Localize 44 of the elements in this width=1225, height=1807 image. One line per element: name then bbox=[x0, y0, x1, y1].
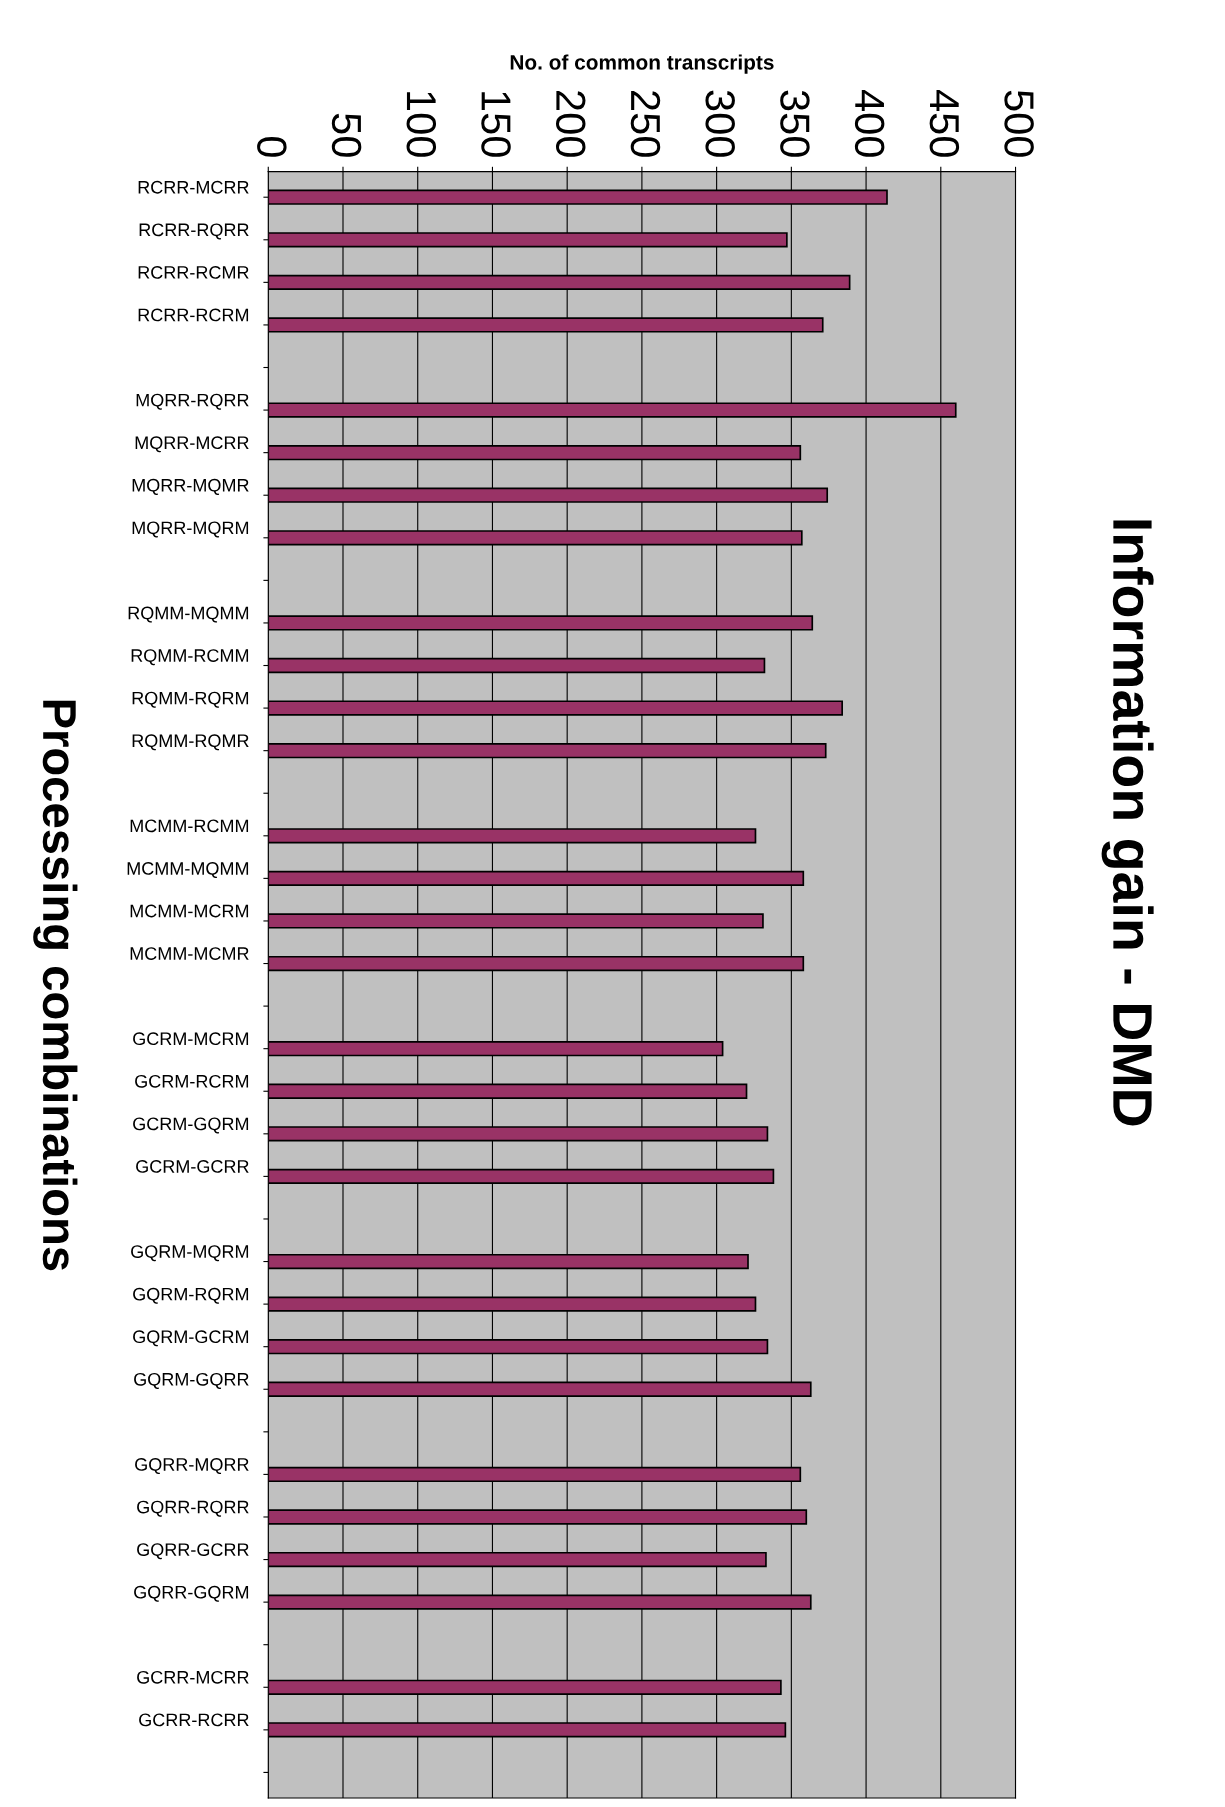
y-tick-label: RQMM-RQRM bbox=[132, 691, 249, 708]
x-tick-label: 400 bbox=[854, 89, 885, 157]
y-tick-label: GCRR-MCRR bbox=[137, 1670, 249, 1684]
y-tick-label: GCRM-GQRM bbox=[133, 1117, 249, 1134]
y-tick-label: MCMM-MQMM bbox=[127, 862, 249, 879]
y-tick-label: GCRR-RCRR bbox=[139, 1713, 249, 1727]
y-tick-label: GQRM-GQRR bbox=[134, 1372, 249, 1389]
y-tick-label: GQRR-GCRR bbox=[137, 1543, 249, 1560]
y-tick-label: GQRR-GQRM bbox=[134, 1585, 249, 1602]
x-tick-label: 0 bbox=[257, 136, 287, 157]
x-tick-label: 200 bbox=[555, 91, 586, 157]
y-tick-label: GQRR-RQRR bbox=[137, 1500, 249, 1517]
y-tick-label: RQMM-RCMM bbox=[131, 649, 249, 666]
y-tick-label: RCRR-MCRR bbox=[138, 180, 249, 194]
x-tick-label: 350 bbox=[780, 90, 810, 157]
x-tick-label: 450 bbox=[929, 89, 960, 157]
y-tick-label: GQRM-MQRM bbox=[131, 1245, 249, 1262]
x-tick-label: 300 bbox=[705, 90, 735, 157]
y-tick-label: GCRM-MCRM bbox=[133, 1032, 249, 1046]
y-axis-title: Processing combinations bbox=[33, 700, 78, 1271]
y-tick-label: MQRR-MQRM bbox=[132, 521, 249, 538]
x-tick-label: 100 bbox=[406, 92, 437, 157]
y-tick-label: MQRR-RQRR bbox=[136, 393, 249, 410]
y-tick-label: RCRR-RCMR bbox=[138, 266, 249, 279]
x-tick-label: 50 bbox=[331, 113, 362, 157]
y-tick-label: MQRR-MQMR bbox=[132, 478, 249, 495]
x-tick-label: 150 bbox=[481, 92, 511, 157]
y-tick-label: MCMM-MCMR bbox=[130, 947, 249, 960]
y-tick-label: GQRM-GCRM bbox=[133, 1330, 249, 1347]
y-tick-label: GQRM-RQRM bbox=[133, 1287, 249, 1304]
text: Information gain - DMD bbox=[1101, 520, 1154, 1126]
y-tick-label: RCRR-RCRM bbox=[138, 308, 249, 322]
y-tick-label: RQMM-MQMM bbox=[128, 606, 249, 623]
y-tick-label: GCRM-RCRM bbox=[135, 1074, 249, 1088]
y-tick-label: MCMM-RCMM bbox=[130, 819, 249, 833]
y-tick-label: RQMM-RQMR bbox=[132, 734, 249, 751]
y-tick-label: MQRR-MCRR bbox=[135, 436, 249, 453]
x-tick-label: 250 bbox=[630, 91, 661, 157]
y-tick-label: GCRM-GCRR bbox=[136, 1160, 249, 1173]
x-axis-title: No. of common transcripts bbox=[510, 54, 774, 74]
y-tick-label: RCRR-RQRR bbox=[139, 223, 249, 240]
y-tick-label: GQRR-MQRR bbox=[135, 1458, 249, 1475]
y-tick-label: MCMM-MCRM bbox=[130, 904, 249, 918]
x-tick-label: 500 bbox=[1004, 90, 1034, 157]
